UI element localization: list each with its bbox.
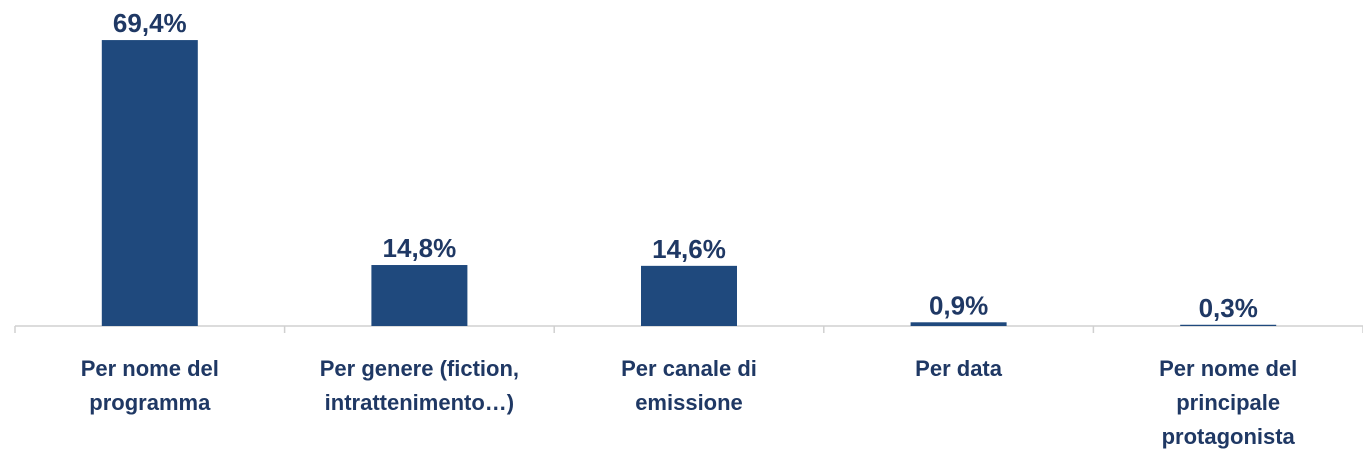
- value-label: 14,8%: [383, 233, 457, 263]
- bar: [1180, 324, 1277, 326]
- category-label: Per canale di emissione: [621, 356, 757, 415]
- bar: [101, 40, 198, 327]
- bar: [910, 322, 1007, 326]
- value-label: 14,6%: [652, 234, 726, 264]
- category-label: Per nome del programma: [80, 356, 219, 415]
- value-label: 69,4%: [113, 8, 187, 38]
- category-label: Per genere (fiction, intrattenimento…): [319, 356, 520, 415]
- bar: [641, 265, 737, 326]
- value-label: 0,9%: [929, 290, 988, 320]
- value-label: 0,3%: [1199, 293, 1258, 323]
- category-label: Per data: [915, 356, 1002, 381]
- bar: [371, 265, 468, 326]
- category-label: Per nome del principale protagonista: [1159, 356, 1298, 449]
